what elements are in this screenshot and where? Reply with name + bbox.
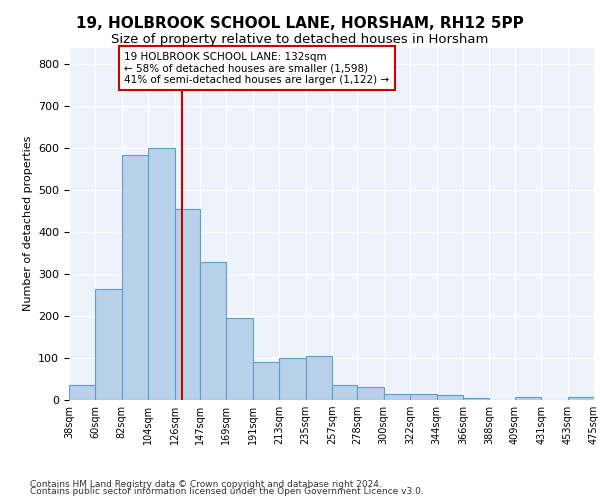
Bar <box>279 358 305 400</box>
Bar <box>175 209 200 400</box>
Bar <box>332 386 358 400</box>
Text: Size of property relative to detached houses in Horsham: Size of property relative to detached ho… <box>112 32 488 46</box>
Bar <box>463 398 490 400</box>
Text: Contains HM Land Registry data © Crown copyright and database right 2024.: Contains HM Land Registry data © Crown c… <box>30 480 382 489</box>
Bar <box>200 262 226 400</box>
Bar <box>95 289 122 400</box>
Bar <box>437 395 463 400</box>
Text: Contains public sector information licensed under the Open Government Licence v3: Contains public sector information licen… <box>30 487 424 496</box>
Bar <box>358 388 384 400</box>
Bar <box>305 356 332 400</box>
Bar <box>568 397 594 400</box>
Bar <box>226 318 253 400</box>
Y-axis label: Number of detached properties: Number of detached properties <box>23 136 32 312</box>
Bar <box>410 394 437 400</box>
Bar <box>384 394 410 400</box>
Bar <box>253 362 279 400</box>
Bar <box>69 386 95 400</box>
Text: 19 HOLBROOK SCHOOL LANE: 132sqm
← 58% of detached houses are smaller (1,598)
41%: 19 HOLBROOK SCHOOL LANE: 132sqm ← 58% of… <box>124 52 389 85</box>
Bar <box>122 154 148 400</box>
Bar <box>148 148 175 400</box>
Text: 19, HOLBROOK SCHOOL LANE, HORSHAM, RH12 5PP: 19, HOLBROOK SCHOOL LANE, HORSHAM, RH12 … <box>76 16 524 31</box>
Bar <box>515 397 541 400</box>
